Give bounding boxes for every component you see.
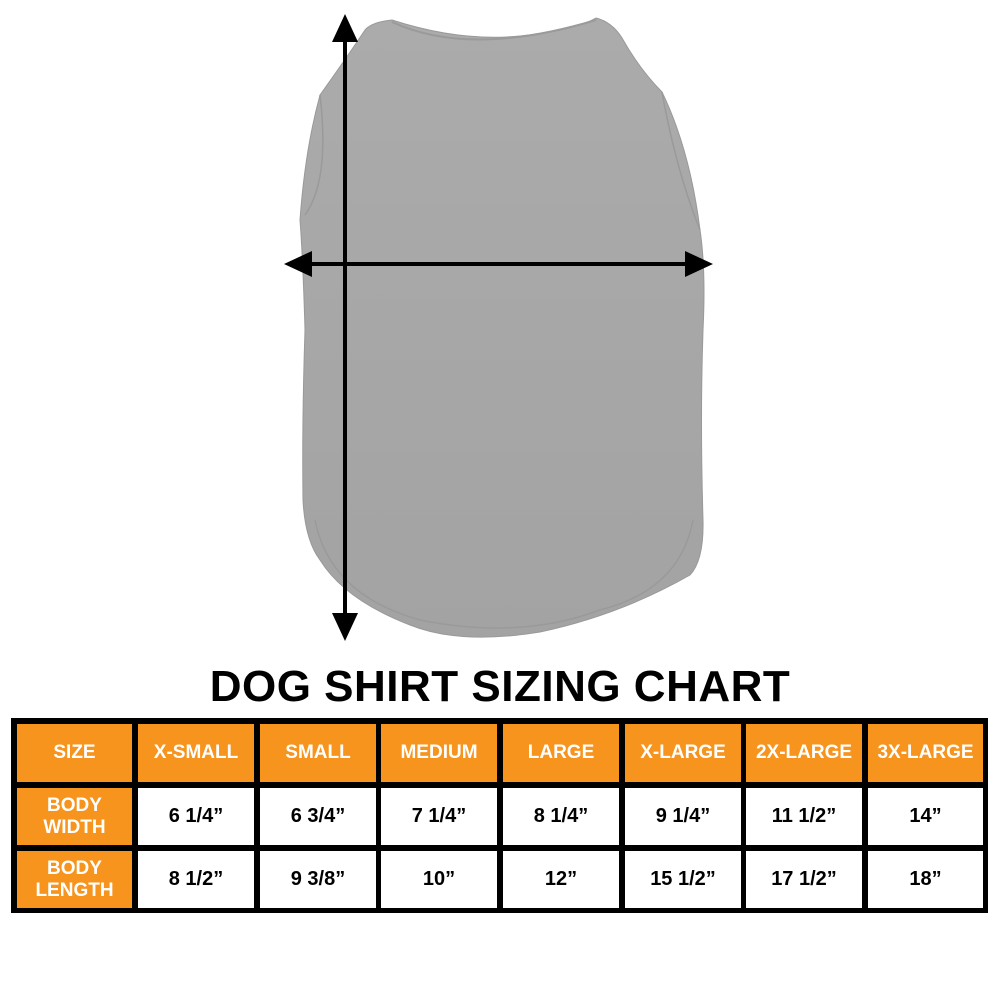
table-cell: 8 1/2” <box>138 851 254 908</box>
table-cell: 6 1/4” <box>138 788 254 845</box>
table-cell: 10” <box>381 851 497 908</box>
table-cell: 17 1/2” <box>746 851 862 908</box>
shirt-left-armhole-seam <box>304 94 324 216</box>
header-size-small: SMALL <box>260 724 376 782</box>
dog-shirt-shape <box>299 17 705 638</box>
row-label-line2: LENGTH <box>35 879 114 901</box>
vertical-length-arrow-icon <box>332 14 358 641</box>
header-size-3x-large: 3X-LARGE <box>868 724 983 782</box>
table-cell: 9 3/8” <box>260 851 376 908</box>
row-label-line2: WIDTH <box>43 816 106 838</box>
sizing-table: SIZE X-SMALL SMALL MEDIUM LARGE X-LARGE 2X-LAR… <box>11 718 988 913</box>
shirt-hem-seam <box>314 519 694 629</box>
table-cell: 14” <box>868 788 983 845</box>
header-size-label: SIZE <box>17 724 132 782</box>
table-cell: 12” <box>503 851 619 908</box>
page-title: DOG SHIRT SIZING CHART <box>209 662 791 711</box>
table-cell: 8 1/4” <box>503 788 619 845</box>
row-label-line1: BODY <box>47 857 102 879</box>
header-size-medium: MEDIUM <box>381 724 497 782</box>
horizontal-width-arrow-icon <box>284 251 713 277</box>
table-cell: 6 3/4” <box>260 788 376 845</box>
table-cell: 18” <box>868 851 983 908</box>
shirt-right-armhole-seam <box>661 91 701 231</box>
row-label: BODY WIDTH <box>17 788 132 845</box>
header-size-2x-large: 2X-LARGE <box>746 724 862 782</box>
table-cell: 7 1/4” <box>381 788 497 845</box>
row-label: BODY LENGTH <box>17 851 132 908</box>
shirt-illustration <box>284 14 713 641</box>
row-label-line1: BODY <box>47 794 102 816</box>
header-size-x-small: X-SMALL <box>138 724 254 782</box>
shirt-collar-seam <box>391 19 597 41</box>
table-cell: 9 1/4” <box>625 788 741 845</box>
header-size-x-large: X-LARGE <box>625 724 741 782</box>
table-cell: 15 1/2” <box>625 851 741 908</box>
table-cell: 11 1/2” <box>746 788 862 845</box>
header-size-large: LARGE <box>503 724 619 782</box>
